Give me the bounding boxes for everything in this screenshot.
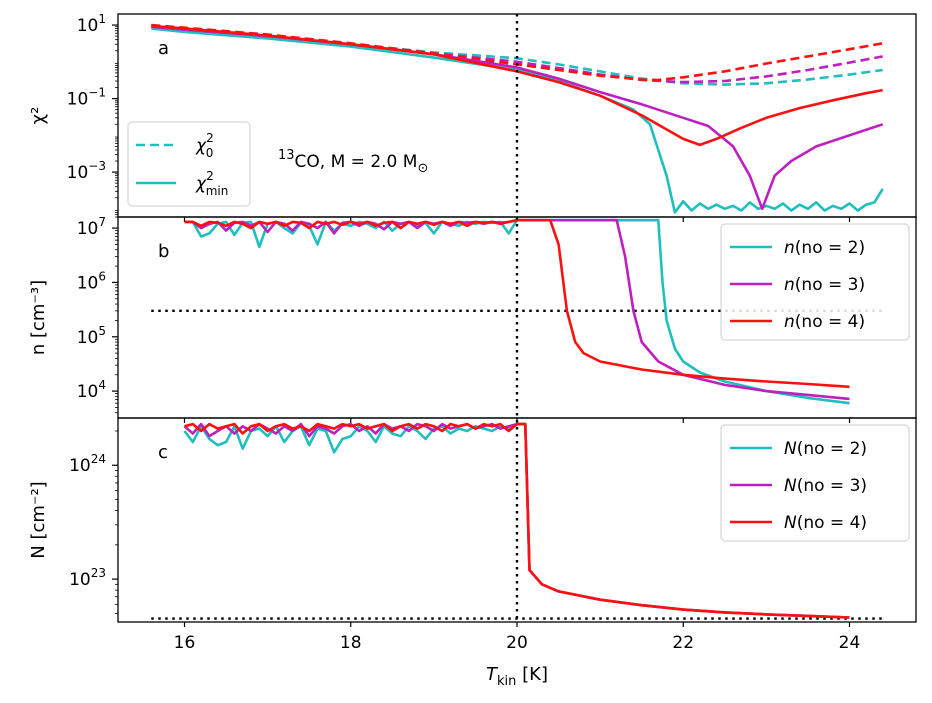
y-tick-label: 10−3 bbox=[67, 159, 106, 183]
y-tick-label: 1023 bbox=[69, 566, 106, 590]
axes-frame bbox=[117, 417, 917, 623]
y-tick-label: 104 bbox=[77, 378, 106, 402]
legend: N(no = 2) N(no = 3) N(no = 4) bbox=[720, 424, 910, 542]
legend: χ2 0 χ2 min bbox=[127, 121, 251, 207]
x-tick-label: 20 bbox=[506, 633, 528, 653]
legend-label: N(no = 3) bbox=[784, 476, 867, 496]
y-tick-label: 107 bbox=[77, 215, 106, 239]
panel-letter: a bbox=[158, 38, 169, 59]
series-line bbox=[151, 24, 883, 147]
legend: n(no = 2) n(no = 3) n(no = 4) bbox=[720, 223, 910, 341]
x-tick-label: 24 bbox=[839, 633, 861, 653]
y-tick-label: 1024 bbox=[69, 452, 106, 476]
series-group bbox=[184, 218, 850, 405]
panel-letter: b bbox=[158, 241, 169, 262]
y-tick-label: 105 bbox=[77, 324, 106, 348]
y-tick-label: 10−1 bbox=[67, 86, 106, 110]
series-line bbox=[184, 218, 850, 389]
panel-letter: c bbox=[158, 442, 168, 463]
legend-label: χ2 min bbox=[195, 169, 228, 198]
y-axis-label: n [cm⁻³] bbox=[28, 280, 49, 355]
legend-label: χ2 0 bbox=[195, 131, 214, 160]
legend-frame bbox=[720, 424, 910, 542]
series-line bbox=[184, 422, 850, 619]
y-axis-label: χ² bbox=[28, 107, 49, 125]
y-axis-label: N [cm⁻²] bbox=[28, 481, 49, 558]
x-tick-label: 18 bbox=[340, 633, 362, 653]
series-group bbox=[151, 23, 884, 214]
x-axis-label: Tkin [K] bbox=[486, 664, 548, 689]
legend-label: N(no = 2) bbox=[784, 439, 867, 459]
annotation-text: 13CO, M = 2.0 M⊙ bbox=[278, 148, 428, 176]
x-tick-label: 16 bbox=[174, 633, 196, 653]
legend-label: N(no = 4) bbox=[784, 513, 867, 533]
y-tick-label: 101 bbox=[77, 12, 106, 36]
series-group bbox=[183, 422, 850, 619]
y-tick-label: 106 bbox=[77, 269, 106, 293]
series-line bbox=[151, 25, 884, 211]
legend-frame bbox=[127, 121, 251, 207]
legend-frame bbox=[720, 223, 910, 341]
x-tick-label: 22 bbox=[672, 633, 694, 653]
legend-label: n(no = 2) bbox=[784, 238, 865, 258]
panel-a: 101 10−1 10−3 a χ² χ2 0 χ2 min 13CO, M = 2.0 M⊙ bbox=[28, 12, 917, 222]
legend-label: n(no = 3) bbox=[784, 275, 865, 295]
legend-label: n(no = 4) bbox=[784, 312, 865, 332]
